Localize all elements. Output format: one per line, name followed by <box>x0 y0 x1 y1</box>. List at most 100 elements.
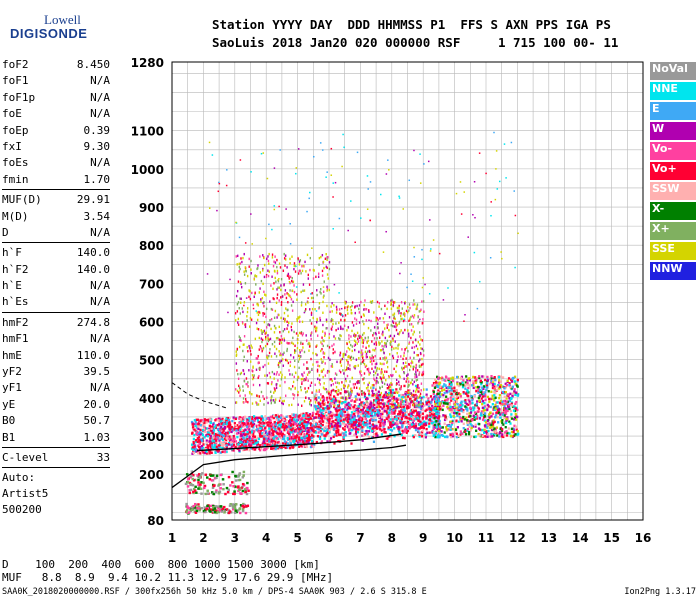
param-name: foF2 <box>2 58 29 71</box>
echo-point <box>334 398 337 401</box>
echo-point <box>450 410 453 414</box>
echo-point <box>472 375 475 379</box>
echo-point <box>302 264 305 268</box>
echo-point <box>263 442 267 445</box>
echo-point <box>265 275 268 279</box>
echo-point <box>297 403 299 406</box>
echo-point <box>404 392 407 396</box>
echo-point <box>378 367 380 371</box>
echo-point <box>361 393 363 396</box>
echo-point <box>247 424 251 427</box>
echo-point <box>349 414 353 417</box>
echo-point <box>282 418 285 422</box>
echo-point <box>434 416 437 419</box>
echo-point <box>231 427 235 431</box>
echo-point <box>277 363 280 367</box>
echo-point <box>379 413 383 416</box>
echo-point <box>368 419 372 422</box>
echo-point <box>409 317 411 320</box>
echo-point <box>298 260 301 263</box>
echo-point <box>352 408 355 411</box>
echo-point <box>328 346 331 349</box>
echo-point <box>218 421 221 424</box>
echo-point <box>299 386 302 389</box>
echo-point <box>420 338 422 341</box>
echo-point <box>394 340 396 343</box>
echo-point <box>425 423 428 427</box>
echo-point <box>263 329 266 333</box>
echo-point <box>287 301 289 304</box>
echo-point <box>405 374 408 377</box>
echo-point <box>237 254 239 258</box>
echo-point <box>394 409 397 412</box>
echo-point <box>209 437 212 440</box>
echo-point <box>262 365 264 369</box>
echo-point <box>513 388 516 391</box>
echo-point <box>274 423 278 426</box>
echo-point <box>403 407 406 410</box>
echo-point <box>391 388 395 392</box>
echo-point <box>454 431 457 434</box>
echo-point <box>299 320 301 323</box>
echo-point <box>293 418 296 421</box>
echo-point <box>347 384 350 388</box>
echo-point <box>289 262 291 265</box>
echo-point <box>297 316 299 319</box>
echo-point <box>292 433 295 436</box>
echo-point <box>316 370 319 373</box>
echo-point <box>247 422 250 425</box>
echo-point <box>407 393 410 396</box>
echo-point <box>418 371 421 374</box>
echo-point <box>448 380 451 384</box>
echo-point <box>389 343 392 346</box>
echo-point <box>205 421 208 424</box>
echo-point <box>437 417 440 420</box>
echo-point <box>334 350 336 354</box>
echo-point <box>217 423 221 426</box>
echo-point <box>369 357 372 360</box>
echo-point <box>409 318 411 322</box>
echo-point <box>256 318 259 322</box>
echo-point <box>226 431 229 435</box>
echo-point <box>411 314 414 318</box>
echo-point <box>489 405 492 409</box>
echo-point <box>219 445 222 449</box>
echo-point <box>264 415 267 418</box>
echo-point <box>364 350 367 354</box>
echo-point <box>386 307 388 311</box>
param-row: foF2 8.450 <box>2 57 110 73</box>
echo-point <box>515 382 518 386</box>
echo-point <box>217 446 220 449</box>
echo-point <box>269 348 271 351</box>
echo-point <box>361 393 364 397</box>
param-row: h`F2 140.0 <box>2 262 110 278</box>
echo-point <box>388 389 390 392</box>
echo-point <box>446 407 450 410</box>
echo-point <box>282 364 285 367</box>
echo-point <box>493 391 496 394</box>
echo-point <box>229 423 232 427</box>
echo-point <box>290 353 292 357</box>
echo-point <box>507 427 510 430</box>
echo-point <box>362 320 364 323</box>
echo-point <box>271 444 274 447</box>
echo-point <box>242 445 245 449</box>
echo-point <box>268 262 270 265</box>
echo-point <box>314 307 316 311</box>
echo-point <box>257 304 259 307</box>
echo-point <box>437 412 440 416</box>
echo-point <box>293 330 295 334</box>
echo-point <box>239 338 241 342</box>
echo-point <box>287 428 290 431</box>
echo-point <box>499 384 502 387</box>
echo-point <box>431 398 434 401</box>
echo-point <box>301 334 304 337</box>
echo-point <box>474 381 478 384</box>
echo-point <box>508 382 511 385</box>
echo-point <box>408 309 410 312</box>
echo-point <box>365 405 368 409</box>
echo-point <box>219 420 223 423</box>
echo-point <box>267 421 270 424</box>
echo-point <box>442 401 446 405</box>
echo-point <box>386 401 389 404</box>
